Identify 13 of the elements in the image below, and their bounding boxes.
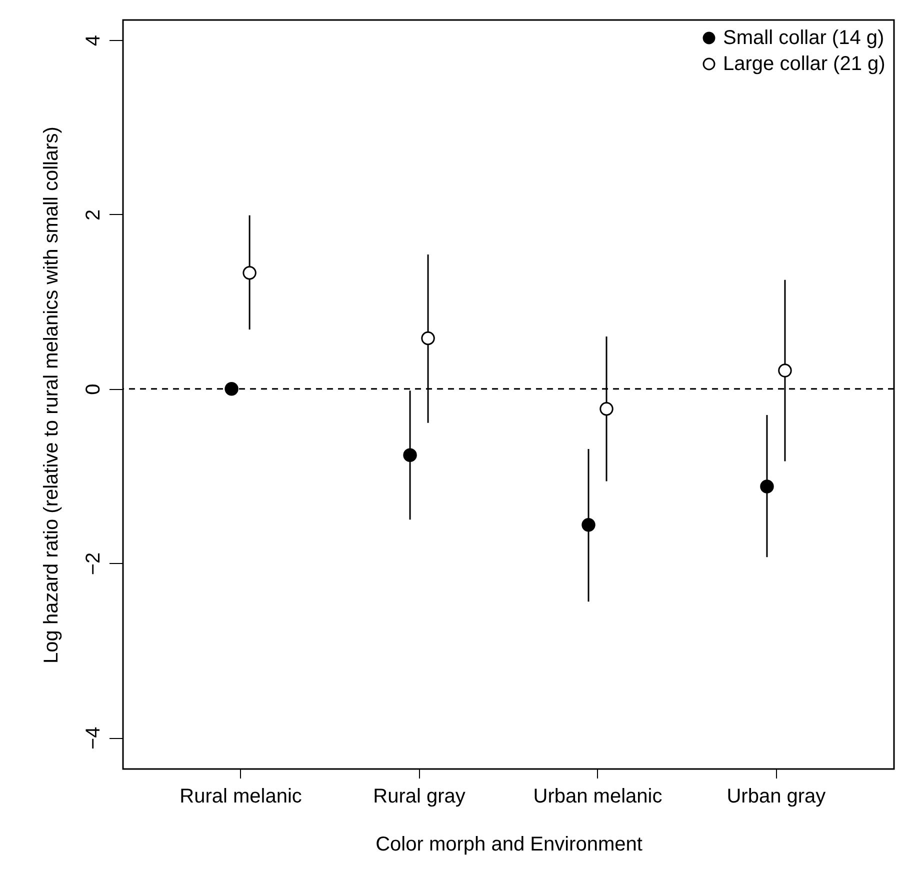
y-tick-label: 4	[82, 34, 104, 46]
x-tick-label: Urban melanic	[533, 786, 662, 808]
x-tick-label: Rural gray	[373, 786, 466, 808]
y-tick-label: 2	[82, 209, 104, 221]
y-tick-label: −4	[82, 726, 104, 750]
y-tick-label: −2	[82, 552, 104, 576]
y-axis-title: Log hazard ratio (relative to rural melanics with small collars)	[40, 126, 62, 664]
x-tick-label: Rural melanic	[180, 786, 302, 808]
legend-label: Small collar (14 g)	[723, 27, 884, 49]
x-axis-title: Color morph and Environment	[376, 834, 643, 856]
x-tick-label: Urban gray	[726, 786, 826, 808]
y-tick-label: 0	[82, 384, 104, 395]
legend-label: Large collar (21 g)	[723, 53, 886, 75]
